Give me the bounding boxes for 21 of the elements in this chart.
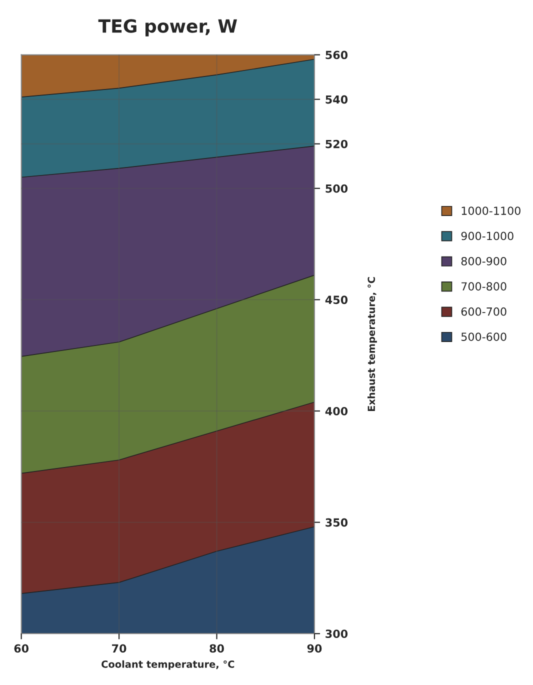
x-axis-title: Coolant temperature, °C <box>102 660 234 670</box>
y-tick-label: 520 <box>326 140 348 148</box>
y-tick-label: 450 <box>325 296 348 304</box>
legend-label: 500-600 <box>461 332 506 341</box>
x-tick-label: 60 <box>14 644 29 653</box>
chart-title: TEG power, W <box>98 19 237 36</box>
legend-label: 700-800 <box>462 282 506 291</box>
legend-label: 1000-1100 <box>462 206 520 215</box>
y-tick-label: 560 <box>326 50 348 60</box>
x-tick-label: 90 <box>307 644 322 653</box>
y-tick-label: 540 <box>326 95 348 104</box>
legend-label: 600-700 <box>461 307 506 316</box>
x-tick-label: 70 <box>112 644 126 653</box>
y-tick-label: 500 <box>326 184 348 193</box>
legend-label: 800-900 <box>461 256 506 266</box>
y-tick-label: 300 <box>326 630 348 638</box>
y-tick-label: 400 <box>325 406 348 416</box>
y-tick-label: 350 <box>326 518 348 527</box>
x-tick-label: 80 <box>210 644 224 653</box>
y-axis-title: Exhaust temperature, °C <box>368 277 377 412</box>
legend-label: 900-1000 <box>461 232 514 240</box>
